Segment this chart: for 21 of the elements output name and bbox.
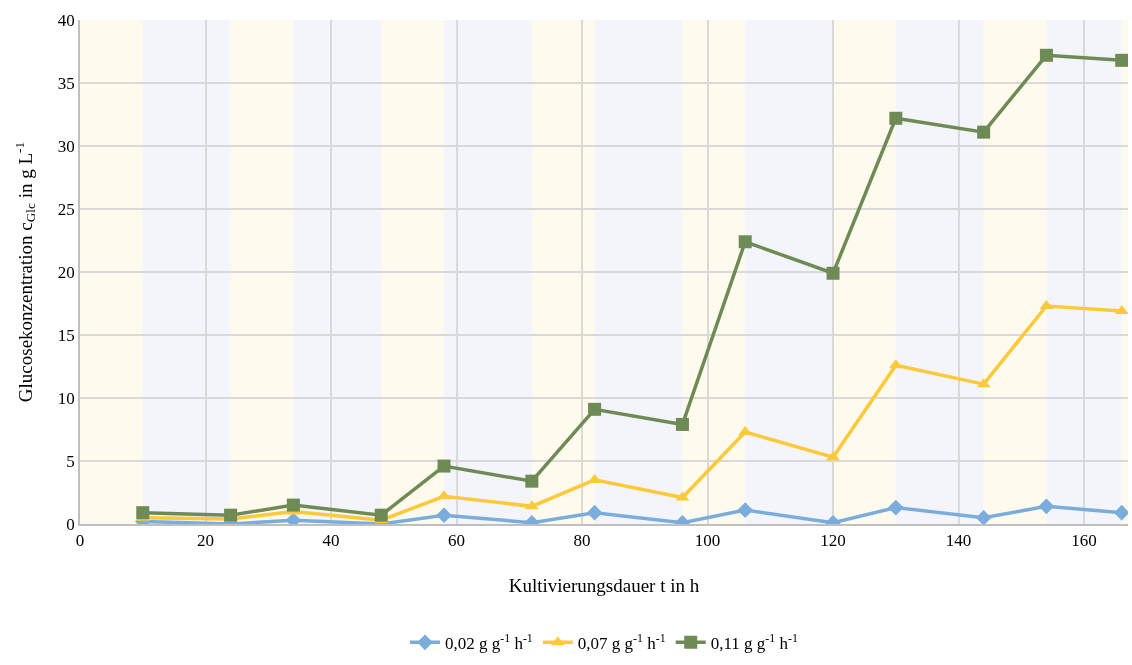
y-tick-label: 0 bbox=[66, 514, 75, 534]
legend-label: 0,07 g g$^{-1}$ h$^{-1}$ bbox=[577, 630, 666, 653]
x-tick-label: 60 bbox=[448, 531, 466, 551]
legend-label: 0,11 g g$^{-1}$ h$^{-1}$ bbox=[710, 630, 798, 653]
x-tick-label: 100 bbox=[694, 531, 721, 551]
y-tick-label: 5 bbox=[66, 451, 75, 471]
y-tick-label: 35 bbox=[57, 73, 75, 93]
x-tick-label: 20 bbox=[197, 531, 215, 551]
x-tick-label: 160 bbox=[1071, 531, 1097, 551]
x-tick-label: 120 bbox=[820, 531, 846, 551]
y-tick-label: 20 bbox=[57, 262, 75, 282]
y-tick-label: 30 bbox=[57, 136, 75, 156]
y-tick-label: 10 bbox=[57, 388, 75, 408]
legend-label: 0,02 g g$^{-1}$ h$^{-1}$ bbox=[445, 630, 533, 653]
x-axis-title: Kultivierungsdauer t in h bbox=[508, 574, 700, 596]
y-tick-label: 25 bbox=[57, 199, 75, 219]
y-tick-label: 15 bbox=[57, 325, 75, 345]
x-tick-label: 40 bbox=[322, 531, 340, 551]
x-tick-label: 80 bbox=[573, 531, 591, 551]
y-tick-label: 40 bbox=[57, 10, 75, 30]
x-tick-label: 140 bbox=[945, 531, 972, 551]
